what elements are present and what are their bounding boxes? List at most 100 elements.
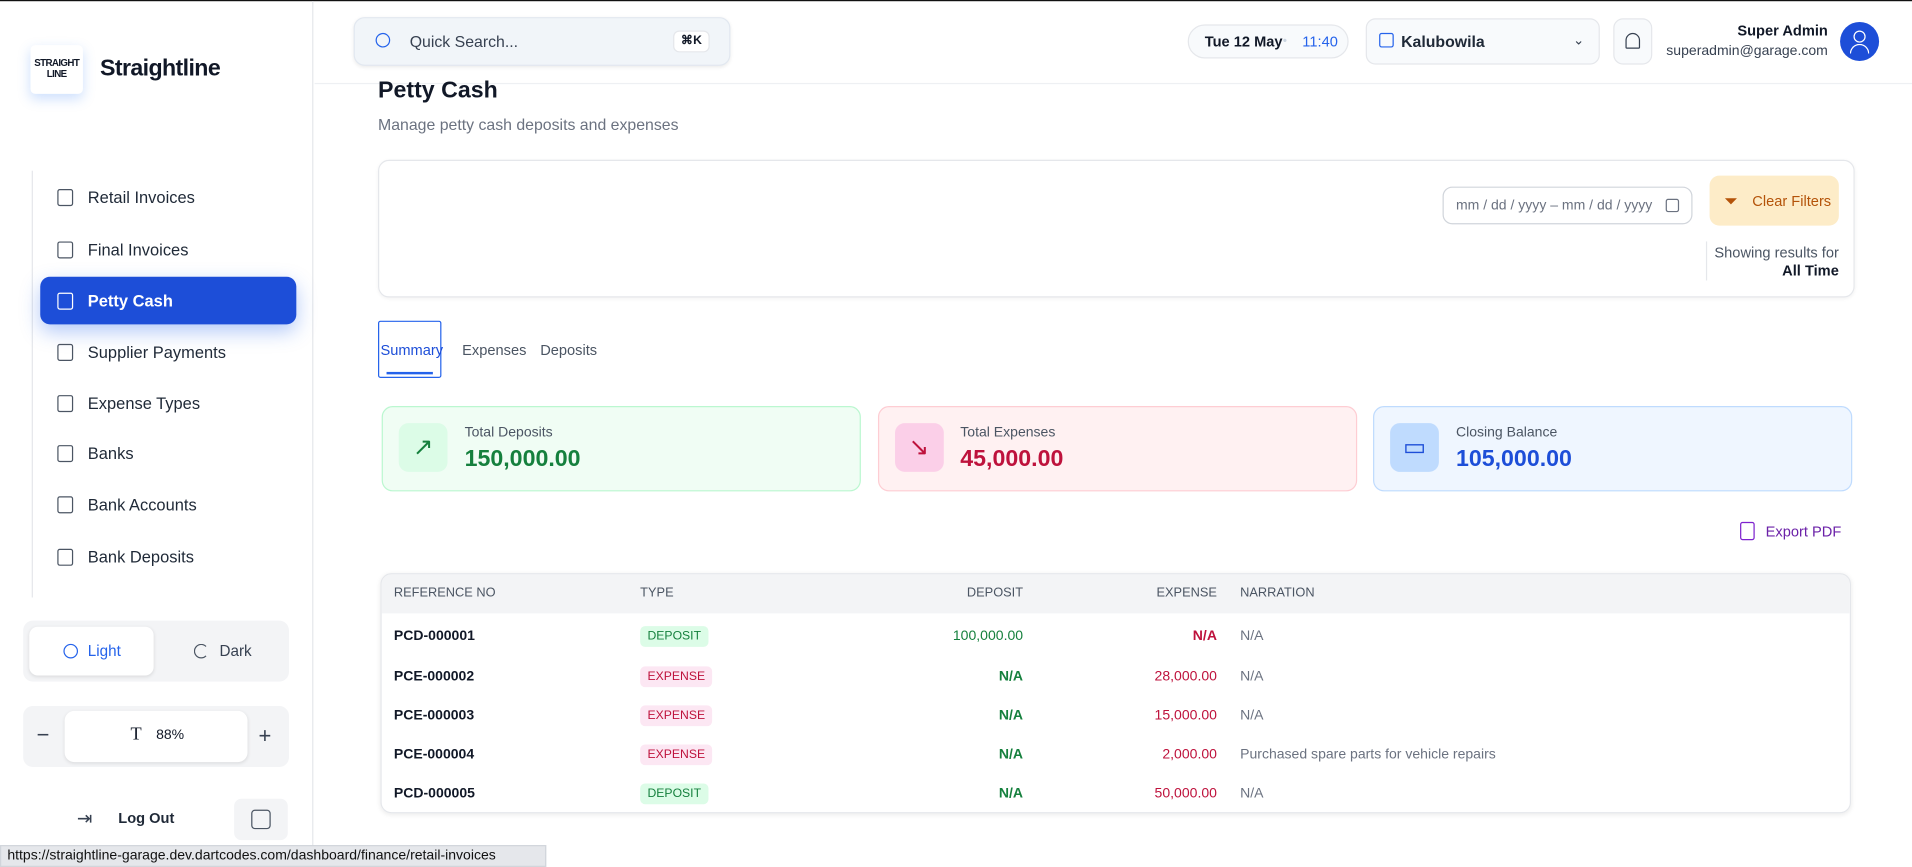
nav-item[interactable]: Petty Cash <box>87 292 173 311</box>
card-label: Closing Balance <box>1455 425 1558 441</box>
nav-item[interactable]: Supplier Payments <box>87 343 226 362</box>
deposit: N/A <box>998 708 1024 724</box>
sidebar <box>0 1 314 867</box>
user-name: Super Admin <box>1737 21 1828 40</box>
search-placeholder: Quick Search... <box>409 32 519 51</box>
search[interactable] <box>353 17 731 66</box>
narration: N/A <box>1240 786 1264 802</box>
summary-card <box>877 406 1357 492</box>
logout[interactable]: Log Out <box>118 809 175 827</box>
clear-filters-label: Clear Filters <box>1752 192 1832 210</box>
sun-icon <box>63 643 79 659</box>
type-badge: EXPENSE <box>640 744 713 766</box>
page-subtitle: Manage petty cash deposits and expenses <box>378 115 679 134</box>
filter-card <box>378 159 1855 298</box>
status-bar: https://straightline-garage.dev.dartcode… <box>0 845 547 867</box>
export-pdf[interactable] <box>1738 518 1848 547</box>
collapse-button[interactable] <box>234 798 288 841</box>
font-increase[interactable]: + <box>258 723 272 749</box>
font-icon: T <box>130 724 142 745</box>
column-header: REFERENCE NO <box>393 585 496 600</box>
summary-card <box>1373 406 1853 492</box>
tab[interactable]: Deposits <box>540 341 598 359</box>
card-label: Total Deposits <box>464 425 553 441</box>
font-size: 88% <box>156 727 185 743</box>
nav-icon <box>57 496 74 514</box>
tab-active-box[interactable] <box>378 320 442 379</box>
card-label: Total Expenses <box>960 425 1056 441</box>
nav-item[interactable]: Bank Deposits <box>87 548 194 567</box>
date: Tue 12 May <box>1204 32 1283 50</box>
table <box>380 573 1852 814</box>
period: All Time <box>1782 262 1839 280</box>
type-badge: EXPENSE <box>640 666 713 688</box>
theme-dark-label[interactable]: Dark <box>219 642 252 660</box>
notifications[interactable] <box>1613 18 1653 65</box>
tab[interactable]: Expenses <box>462 341 527 359</box>
theme-light-label: Light <box>87 642 121 660</box>
branch: Kalubowila <box>1401 32 1485 51</box>
tab-underline <box>386 371 433 375</box>
summary-card <box>381 406 861 492</box>
datetime-pill <box>1187 24 1349 59</box>
avatar[interactable] <box>1840 21 1880 61</box>
card-value: 150,000.00 <box>464 446 581 472</box>
store-icon <box>1379 32 1394 48</box>
reference-no: PCE-000003 <box>393 708 475 724</box>
nav-item[interactable]: Expense Types <box>87 394 201 413</box>
logout-icon: ⇥ <box>76 808 93 830</box>
expense: 15,000.00 <box>1154 708 1217 724</box>
date-range-input[interactable] <box>1442 186 1693 225</box>
branch-select[interactable] <box>1365 18 1600 65</box>
filter-icon: ⏷ <box>1724 190 1738 211</box>
separator: • <box>1282 34 1288 49</box>
user-email: superadmin@garage.com <box>1666 43 1828 59</box>
tab[interactable]: Summary <box>380 341 444 359</box>
reference-no: PCD-000001 <box>393 629 475 644</box>
type-badge: DEPOSIT <box>640 626 709 647</box>
header-border <box>314 82 1912 85</box>
date-range-placeholder: mm / dd / yyyy – mm / dd / yyyy <box>1455 198 1653 214</box>
nav-rail <box>31 170 33 598</box>
narration: N/A <box>1240 708 1264 724</box>
card-icon: ↗ <box>398 423 448 472</box>
nav-icon <box>57 292 74 310</box>
nav-icon <box>57 343 74 361</box>
page-title: Petty Cash <box>378 78 498 104</box>
nav-icon <box>57 189 74 207</box>
font-decrease[interactable]: − <box>36 722 50 747</box>
type-badge: EXPENSE <box>640 705 713 727</box>
expense: 2,000.00 <box>1162 747 1217 763</box>
column-header: NARRATION <box>1240 585 1315 600</box>
card-value: 45,000.00 <box>960 446 1064 472</box>
clear-filters[interactable] <box>1709 175 1839 226</box>
nav-item[interactable]: Bank Accounts <box>87 495 197 514</box>
nav-icon <box>57 445 74 463</box>
deposit: N/A <box>998 747 1024 763</box>
nav-item[interactable]: Banks <box>87 444 134 463</box>
narration: Purchased spare parts for vehicle repair… <box>1240 747 1496 763</box>
deposit: N/A <box>998 786 1024 802</box>
nav-item[interactable]: Retail Invoices <box>87 188 195 207</box>
theme-light[interactable] <box>29 626 154 676</box>
expense: 28,000.00 <box>1154 669 1217 685</box>
nav-icon <box>57 241 74 259</box>
moon-icon[interactable] <box>193 643 209 659</box>
expense: N/A <box>1192 629 1217 644</box>
nav-active-bg[interactable] <box>40 276 297 325</box>
nav-item[interactable]: Final Invoices <box>87 240 189 260</box>
brand: Straightline <box>99 56 221 82</box>
search-shortcut: ⌘K <box>673 30 710 53</box>
time: 11:40 <box>1302 32 1338 50</box>
column-header: DEPOSIT <box>966 585 1024 600</box>
nav-icon <box>57 548 74 566</box>
narration: N/A <box>1240 629 1264 644</box>
deposit: 100,000.00 <box>952 629 1024 644</box>
divider <box>1705 241 1708 281</box>
card-icon: ↘ <box>894 423 944 472</box>
type-badge: DEPOSIT <box>640 783 709 805</box>
chevron: ⌄ <box>1573 33 1585 49</box>
card-value: 105,000.00 <box>1455 446 1572 472</box>
